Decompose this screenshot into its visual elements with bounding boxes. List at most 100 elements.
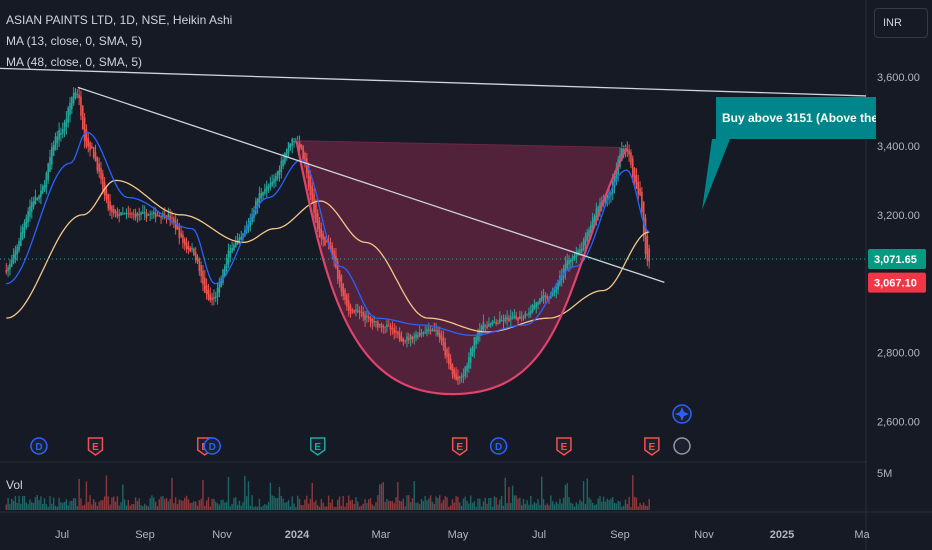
candle-body bbox=[34, 196, 37, 205]
volume-bar bbox=[89, 495, 91, 510]
volume-bar bbox=[63, 501, 66, 510]
candle-body bbox=[107, 194, 110, 209]
candle-body bbox=[41, 186, 44, 194]
candle-body bbox=[167, 213, 170, 218]
volume-bar bbox=[502, 505, 505, 510]
candle-body bbox=[156, 215, 159, 217]
volume-bar bbox=[218, 504, 221, 510]
candle-body bbox=[309, 176, 312, 196]
volume-bar bbox=[123, 499, 126, 510]
volume-bar bbox=[444, 496, 446, 510]
volume-bar bbox=[548, 505, 550, 510]
volume-bar bbox=[500, 495, 503, 510]
candle-body bbox=[7, 267, 9, 272]
candle-body bbox=[71, 97, 73, 110]
candle-body bbox=[380, 324, 383, 328]
earnings-marker bbox=[556, 437, 572, 456]
candle-body bbox=[114, 211, 117, 213]
volume-bar bbox=[12, 500, 15, 510]
candle-body bbox=[158, 215, 161, 217]
volume-bar bbox=[457, 496, 459, 510]
candle-body bbox=[364, 314, 366, 320]
volume-bar bbox=[497, 504, 499, 510]
volume-bar bbox=[120, 502, 122, 510]
candle-body bbox=[173, 217, 175, 223]
volume-bar bbox=[29, 499, 31, 510]
earnings-marker bbox=[87, 437, 104, 456]
volume-bar bbox=[21, 496, 24, 510]
volume-bar bbox=[553, 504, 556, 510]
volume-bar bbox=[98, 501, 100, 510]
candle-body bbox=[116, 211, 119, 217]
candle-body bbox=[85, 129, 88, 147]
volume-bar bbox=[439, 495, 441, 510]
candle-body bbox=[21, 227, 24, 240]
candle-body bbox=[315, 203, 317, 223]
candle-body bbox=[508, 318, 510, 322]
currency-selector[interactable]: INR bbox=[874, 8, 928, 38]
volume-bar bbox=[71, 500, 73, 510]
candle-body bbox=[45, 172, 48, 188]
candle-body bbox=[291, 138, 294, 146]
volume-bar bbox=[541, 476, 543, 510]
candle-body bbox=[91, 146, 93, 149]
candle-body bbox=[386, 324, 388, 328]
candle-body bbox=[213, 296, 215, 299]
candle-body bbox=[147, 214, 150, 216]
ma48-legend: MA (48, close, 0, SMA, 5) bbox=[6, 55, 143, 69]
candle-body bbox=[14, 250, 17, 259]
candle-body bbox=[143, 212, 146, 214]
volume-bar bbox=[313, 502, 315, 510]
volume-bar bbox=[469, 495, 472, 510]
volume-bar bbox=[109, 504, 111, 510]
candle-body bbox=[391, 328, 394, 330]
volume-bar bbox=[324, 506, 326, 510]
volume-bar bbox=[477, 498, 479, 510]
candle-body bbox=[183, 238, 186, 246]
volume-bar bbox=[40, 496, 42, 510]
candle-body bbox=[446, 348, 448, 358]
volume-bar bbox=[351, 499, 354, 510]
callout-pointer bbox=[702, 139, 730, 210]
candle-body bbox=[604, 197, 607, 203]
candle-body bbox=[335, 255, 337, 268]
volume-bar bbox=[367, 499, 370, 510]
candle-body bbox=[149, 213, 151, 216]
volume-bar bbox=[282, 498, 284, 510]
candle-body bbox=[495, 322, 497, 324]
candle-body bbox=[517, 317, 519, 321]
volume-bar bbox=[524, 504, 527, 510]
candle-body bbox=[489, 322, 492, 326]
volume-bar bbox=[473, 501, 476, 510]
candle-body bbox=[102, 173, 104, 191]
volume-bar bbox=[198, 500, 201, 510]
resistance-line bbox=[0, 67, 867, 97]
candle-body bbox=[644, 218, 647, 254]
candle-body bbox=[398, 332, 401, 340]
volume-bar bbox=[333, 506, 335, 510]
candle-body bbox=[193, 248, 195, 256]
event-marker-label: E bbox=[92, 442, 99, 453]
candle-body bbox=[320, 228, 323, 239]
candle-body bbox=[560, 275, 563, 281]
volume-bar bbox=[14, 496, 17, 510]
candle-body bbox=[349, 305, 352, 314]
volume-bar bbox=[398, 500, 401, 510]
volume-bar bbox=[103, 496, 106, 510]
volume-bar bbox=[194, 501, 197, 510]
candle-body bbox=[260, 193, 263, 199]
volume-bar bbox=[504, 477, 506, 510]
volume-bar bbox=[271, 495, 273, 510]
annotation-callout[interactable]: Buy above 3151 (Above the bbox=[716, 97, 876, 139]
candle-body bbox=[584, 236, 587, 246]
candle-body bbox=[599, 202, 601, 211]
volume-bar bbox=[80, 498, 82, 510]
candle-body bbox=[218, 281, 221, 293]
volume-bar bbox=[648, 498, 650, 510]
candle-body bbox=[178, 227, 181, 239]
candle-body bbox=[58, 130, 60, 140]
volume-bar bbox=[105, 475, 108, 510]
volume-bar bbox=[114, 501, 117, 510]
volume-bar bbox=[287, 500, 290, 510]
